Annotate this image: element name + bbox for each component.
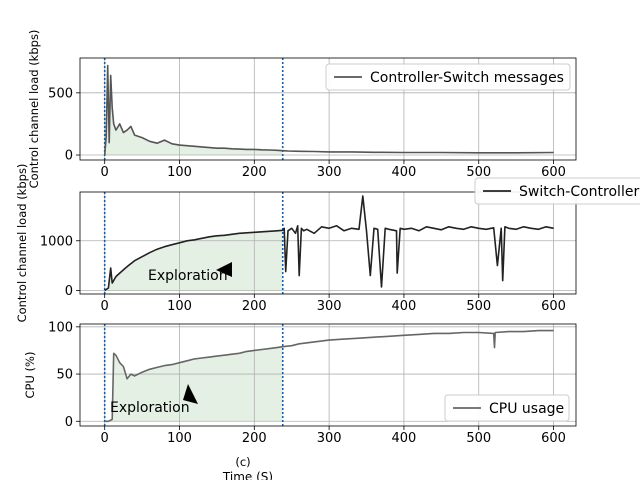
panel-label: (c) <box>235 455 250 469</box>
x-tick-label: 300 <box>317 165 342 180</box>
y-tick-label: 1000 <box>40 234 73 249</box>
annotation-label: Exploration <box>148 268 228 284</box>
x-axis-label: Time (S) <box>222 470 273 480</box>
y-axis-label: Control channel load (kbps) <box>15 164 29 323</box>
y-axis-label: CPU (%) <box>23 352 37 399</box>
x-tick-label: 400 <box>392 165 417 180</box>
x-tick-label: 0 <box>101 431 109 446</box>
legend-box <box>444 394 570 422</box>
series-line-1 <box>103 64 554 156</box>
y-tick-label: 0 <box>65 284 73 299</box>
annotation-label: Exploration <box>110 400 190 416</box>
x-tick-label: 100 <box>167 165 192 180</box>
y-tick-label: 0 <box>65 415 73 430</box>
legend-label: Switch-Controller <box>519 184 639 200</box>
x-tick-label: 0 <box>101 165 109 180</box>
chart-panel-3: 0 100 200 300 400 500 600 0 50 100 CPU (%) (c)Time … <box>23 320 577 480</box>
legend-box <box>325 63 571 91</box>
x-tick-label: 600 <box>541 165 566 180</box>
y-tick-label: 0 <box>65 149 73 164</box>
legend: CPU usage <box>444 394 570 422</box>
legend-label: Controller-Switch messages <box>370 70 564 86</box>
axes-frame <box>79 191 577 295</box>
legend: Controller-Switch messages <box>325 63 571 91</box>
x-tick-label: 300 <box>317 299 342 314</box>
x-tick-label: 400 <box>392 299 417 314</box>
x-tick-label: 400 <box>392 431 417 446</box>
chart-panel-1: 0 100 200 300 400 500 600 0 500 Control channel l… <box>27 30 577 189</box>
x-tick-label: 100 <box>167 431 192 446</box>
y-tick-label: 100 <box>48 320 73 335</box>
legend-label: CPU usage <box>489 401 564 417</box>
shaded-region <box>104 65 283 156</box>
x-tick-label: 100 <box>167 299 192 314</box>
x-tick-label: 200 <box>242 431 267 446</box>
axes-frame <box>79 57 577 161</box>
y-tick-label: 50 <box>56 368 73 383</box>
x-tick-label: 0 <box>101 299 109 314</box>
series-line-1 <box>104 195 554 292</box>
x-tick-label: 300 <box>317 431 342 446</box>
axes-frame <box>79 323 577 427</box>
series-line-1 <box>104 329 554 423</box>
x-tick-label: 200 <box>242 299 267 314</box>
annotation-arrow-icon <box>183 384 198 404</box>
x-tick-label: 500 <box>466 299 491 314</box>
y-tick-label: 500 <box>48 86 73 101</box>
annotation-arrow-icon <box>216 262 232 277</box>
shaded-region <box>104 346 283 422</box>
x-tick-label: 500 <box>466 431 491 446</box>
legend: Switch-Controller <box>474 177 640 205</box>
x-tick-label: 600 <box>541 431 566 446</box>
shaded-region <box>104 230 283 291</box>
x-tick-label: 600 <box>541 299 566 314</box>
x-tick-label: 500 <box>466 165 491 180</box>
legend-box <box>474 177 640 205</box>
x-tick-label: 200 <box>242 165 267 180</box>
y-axis-label: Control channel load (kbps) <box>27 30 41 189</box>
